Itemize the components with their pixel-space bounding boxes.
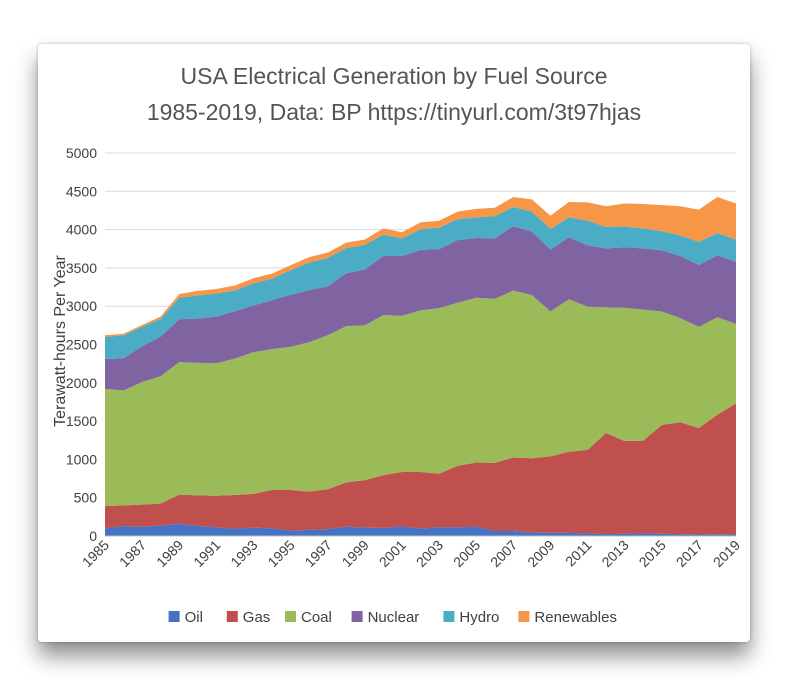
x-tick-label: 2017: [673, 537, 706, 570]
y-tick-label: 2000: [66, 375, 97, 391]
chart-card: USA Electrical Generation by Fuel Source…: [38, 44, 750, 642]
x-tick-label: 2009: [524, 537, 557, 570]
legend-swatch: [518, 611, 530, 622]
x-tick-label: 2013: [598, 537, 631, 570]
legend-label: Hydro: [459, 609, 499, 626]
legend-label: Oil: [185, 609, 203, 626]
legend-swatch: [285, 611, 296, 622]
x-tick-label: 1997: [301, 537, 334, 570]
y-tick-label: 3500: [66, 260, 97, 276]
area-hydro: [105, 207, 736, 360]
x-tick-label: 1991: [190, 537, 223, 570]
y-tick-label: 5000: [66, 145, 97, 161]
y-tick-labels: 0 500 1000 1500 2000 2500 3000 3500 4000 4500 5000: [66, 145, 97, 544]
area-renewables: [105, 197, 736, 337]
legend-item-hydro: Hydro: [443, 609, 499, 626]
legend-item-oil: Oil: [168, 609, 203, 626]
chart: USA Electrical Generation by Fuel Source…: [52, 63, 743, 626]
legend-label: Gas: [243, 609, 271, 626]
x-tick-label: 1985: [79, 537, 112, 570]
chart-title: USA Electrical Generation by Fuel Source: [181, 63, 608, 89]
area-series: [105, 197, 736, 536]
x-tick-label: 2003: [413, 537, 446, 570]
x-tick-label: 1993: [227, 537, 260, 570]
x-tick-label: 1987: [116, 537, 149, 570]
y-tick-label: 1500: [66, 413, 97, 429]
legend: Oil Gas Coal Nuclear Hydro Renewables: [168, 609, 617, 626]
legend-swatch: [351, 611, 363, 622]
x-tick-label: 1999: [339, 537, 372, 570]
area-oil: [105, 523, 736, 536]
legend-item-nuclear: Nuclear: [351, 609, 420, 626]
legend-item-renewables: Renewables: [518, 609, 617, 626]
legend-item-coal: Coal: [285, 609, 332, 626]
y-tick-label: 0: [89, 528, 97, 544]
chart-subtitle: 1985-2019, Data: BP https://tinyurl.com/…: [147, 99, 641, 125]
x-tick-label: 1995: [264, 537, 297, 570]
legend-label: Renewables: [534, 609, 617, 626]
legend-swatch: [226, 611, 238, 622]
x-tick-labels: 1985 1987 1989 1991 1993 1995 1997 1999 2001 2003…: [79, 537, 743, 570]
legend-swatch: [443, 611, 455, 622]
x-tick-label: 2005: [450, 537, 483, 570]
area-coal: [105, 290, 736, 507]
legend-item-gas: Gas: [226, 609, 271, 626]
y-tick-label: 500: [74, 490, 98, 506]
y-tick-label: 2500: [66, 337, 97, 353]
x-tick-label: 2001: [376, 537, 409, 570]
y-tick-label: 3000: [66, 298, 97, 314]
x-tick-label: 2015: [636, 537, 669, 570]
legend-label: Coal: [301, 609, 332, 626]
x-tick-label: 2007: [487, 537, 520, 570]
y-tick-label: 1000: [66, 451, 97, 467]
x-tick-label: 1989: [153, 537, 186, 570]
y-tick-label: 4500: [66, 183, 97, 199]
x-tick-label: 2011: [562, 537, 595, 570]
area-nuclear: [105, 226, 736, 391]
area-gas: [105, 403, 736, 535]
legend-label: Nuclear: [368, 609, 420, 626]
x-tick-label: 2019: [710, 537, 743, 570]
y-tick-label: 4000: [66, 222, 97, 238]
legend-swatch: [168, 611, 180, 622]
y-axis-label: Terawatt-hours Per Year: [52, 255, 69, 427]
